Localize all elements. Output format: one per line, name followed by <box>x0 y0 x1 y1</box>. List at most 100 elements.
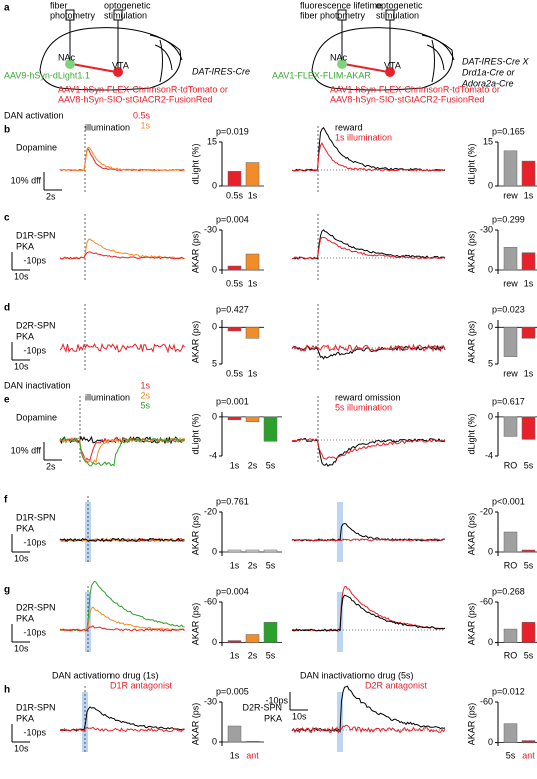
x-tick-label: 1s <box>230 460 240 470</box>
legend-entry: D1R antagonist <box>110 680 173 690</box>
region-label: VTA <box>384 60 401 70</box>
p-value: p=0.023 <box>492 304 525 314</box>
mouse-line: Adora2a-Cre <box>461 78 514 88</box>
bar <box>521 549 536 553</box>
p-value: p=0.012 <box>492 686 525 696</box>
panel-label: e <box>4 395 10 406</box>
legend-entry: 0.5s <box>133 110 151 120</box>
trace-illustration <box>59 342 185 354</box>
y-tick-label: 0 <box>212 264 217 274</box>
virus-label: AAV8-hSyn-SIO-stGtACR2-FusionRed <box>58 94 212 104</box>
scale-label: -10ps <box>23 255 46 265</box>
y-tick-label: 0 <box>488 737 493 747</box>
x-tick-label: 1s <box>248 190 258 200</box>
bar <box>245 162 260 187</box>
bar <box>503 247 518 271</box>
bar <box>521 160 536 187</box>
scale-label: 10% dff <box>11 445 42 455</box>
bar <box>227 265 242 271</box>
y-axis-label: AKAR (ps) <box>190 231 200 274</box>
y-axis-label: AKAR (ps) <box>466 231 476 274</box>
x-tick-label: 0.5s <box>226 368 244 378</box>
bar <box>521 327 536 339</box>
y-tick-label: -4 <box>485 450 493 460</box>
p-value: p=0.617 <box>492 396 525 406</box>
fiber-label: photometry <box>50 10 96 20</box>
bar <box>227 640 242 643</box>
y-axis-label: AKAR (ps) <box>466 513 476 556</box>
y-tick-label: 15 <box>207 136 217 146</box>
y-tick-label: 0 <box>212 736 217 746</box>
trace-label: D1R-SPN <box>16 230 56 240</box>
x-tick-label: rew <box>503 368 518 378</box>
trace-illustration <box>291 685 446 733</box>
y-axis-label: dLight (%) <box>190 143 200 184</box>
x-tick-label: 5s <box>266 650 276 660</box>
bar <box>227 171 242 187</box>
bar <box>245 327 260 339</box>
y-tick-label: 0 <box>212 411 217 421</box>
trace-illustration <box>59 251 185 260</box>
heading: DAN inactivation <box>300 670 367 680</box>
legend-entry: no drug (5s) <box>365 670 414 680</box>
scale-label: 10s <box>14 643 29 653</box>
x-tick-label: RO <box>504 460 518 470</box>
trace-label: PKA <box>16 523 34 533</box>
p-value: p=0.165 <box>492 126 525 136</box>
trace-label: Dopamine <box>16 142 57 152</box>
x-tick-label: rew <box>503 278 518 288</box>
x-tick-label: ant <box>246 750 259 760</box>
trace-illustration <box>291 724 446 734</box>
p-value: p=0.004 <box>216 214 249 224</box>
y-tick-label: -4 <box>209 450 217 460</box>
panel-label: h <box>4 685 10 696</box>
legend-entry: 5s illumination <box>335 402 392 412</box>
x-tick-label: rew <box>503 190 518 200</box>
bar <box>521 416 536 440</box>
panel-label: c <box>4 213 10 224</box>
legend-entry: 1s <box>140 380 150 390</box>
bar <box>521 622 536 643</box>
bar <box>245 634 260 643</box>
trace-illustration <box>291 538 446 542</box>
legend-entry: 1s illumination <box>335 132 392 142</box>
bar <box>503 150 518 187</box>
y-tick-label: 0 <box>212 180 217 190</box>
trace-label: Dopamine <box>16 412 57 422</box>
x-tick-label: RO <box>504 560 518 570</box>
bar <box>245 741 260 743</box>
trace-label: PKA <box>16 241 34 251</box>
trace-label: PKA <box>16 331 34 341</box>
y-tick-label: -30 <box>480 224 493 234</box>
x-tick-label: 1s <box>524 368 534 378</box>
scale-label: 10s <box>14 743 29 753</box>
trace-illustration <box>291 229 446 260</box>
p-value: p=0.001 <box>216 396 249 406</box>
x-tick-label: 0.5s <box>226 190 244 200</box>
bar <box>263 622 278 643</box>
x-tick-label: 1s <box>230 750 240 760</box>
bar <box>227 416 242 421</box>
scale-label: 10s <box>292 711 307 721</box>
x-tick-label: 1s <box>248 368 258 378</box>
bar <box>245 416 260 423</box>
bar <box>503 416 518 437</box>
bar <box>503 327 518 357</box>
legend-entry: reward <box>335 122 363 132</box>
opto-label: optogenetic <box>376 0 423 10</box>
panel-label: b <box>4 125 10 136</box>
p-value: p=0.019 <box>216 126 249 136</box>
bar <box>503 723 518 743</box>
trace-illustration <box>291 236 446 260</box>
legend-entry: 1s <box>140 120 150 130</box>
y-axis-label: dLight (%) <box>466 413 476 454</box>
y-tick-label: 0 <box>488 637 493 647</box>
legend-entry: 5s <box>140 400 150 410</box>
y-tick-label: -60 <box>204 596 217 606</box>
virus-label: AAV1-FLEX-FLIM-AKAR <box>272 70 371 80</box>
y-tick-label: -60 <box>480 696 493 706</box>
x-tick-label: 5s <box>506 750 516 760</box>
scale-label: 2s <box>46 461 56 471</box>
